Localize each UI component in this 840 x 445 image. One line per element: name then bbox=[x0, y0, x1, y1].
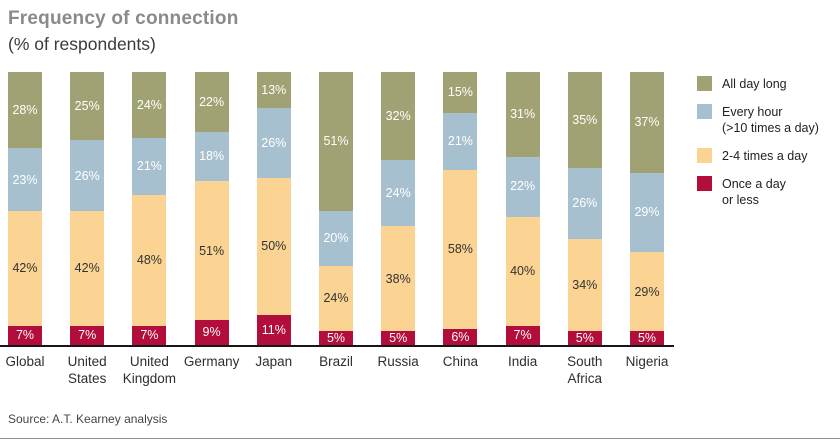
legend-label: Once a day or less bbox=[722, 177, 786, 207]
bar-segment-once-a-day-or-less: 5% bbox=[319, 331, 353, 345]
bar-segment-every-hour-10-times-a-day-: 20% bbox=[319, 211, 353, 266]
bar-segment-once-a-day-or-less: 5% bbox=[381, 331, 416, 345]
bar-segment-all-day-long: 24% bbox=[132, 72, 167, 138]
chart-subtitle: (% of respondents) bbox=[8, 34, 156, 54]
bar-segment-once-a-day-or-less: 7% bbox=[505, 325, 540, 345]
category-label-india: India bbox=[507, 354, 538, 369]
bar-russia: 32% 24% 38% 5% bbox=[381, 72, 416, 345]
bar-global: 28% 23% 42% 7% bbox=[8, 72, 42, 345]
legend-swatch-icon bbox=[697, 76, 712, 91]
category-label-brazil: Brazil bbox=[319, 354, 353, 369]
legend-swatch-icon bbox=[697, 148, 712, 163]
bar-segment-once-a-day-or-less: 11% bbox=[256, 314, 291, 345]
bar-segment-once-a-day-or-less: 7% bbox=[8, 325, 42, 345]
bar-segment-every-hour-10-times-a-day-: 26% bbox=[70, 140, 105, 212]
category-label-united-kingdom: United Kingdom bbox=[122, 354, 177, 386]
bar-india: 31% 22% 40% 7% bbox=[505, 72, 540, 345]
chart-legend: All day long Every hour (>10 times a day) 2… bbox=[697, 76, 819, 208]
bar-united-kingdom: 24% 21% 48% 7% bbox=[132, 72, 167, 345]
bar-segment-every-hour-10-times-a-day-: 22% bbox=[505, 156, 540, 217]
bar-segment-2-4-times-a-day: 34% bbox=[567, 238, 602, 332]
bar-brazil: 51% 20% 24% 5% bbox=[319, 72, 353, 345]
bar-segment-all-day-long: 22% bbox=[194, 72, 229, 133]
category-label-south-africa: South Africa bbox=[567, 354, 603, 386]
bar-segment-all-day-long: 13% bbox=[256, 72, 291, 108]
bar-segment-every-hour-10-times-a-day-: 24% bbox=[381, 160, 416, 227]
bar-segment-2-4-times-a-day: 50% bbox=[256, 178, 291, 315]
bar-segment-every-hour-10-times-a-day-: 26% bbox=[256, 107, 291, 179]
x-axis-line bbox=[0, 345, 674, 347]
bar-segment-all-day-long: 31% bbox=[505, 72, 540, 157]
bar-segment-once-a-day-or-less: 5% bbox=[630, 331, 664, 345]
bar-segment-every-hour-10-times-a-day-: 18% bbox=[194, 132, 229, 182]
bar-germany: 22% 18% 51% 9% bbox=[194, 72, 229, 345]
bar-segment-all-day-long: 25% bbox=[70, 72, 105, 141]
category-label-china: China bbox=[442, 354, 479, 369]
bar-segment-every-hour-10-times-a-day-: 21% bbox=[132, 137, 167, 195]
bar-segment-once-a-day-or-less: 7% bbox=[70, 325, 105, 345]
legend-item-once-a-day-or-less: Once a day or less bbox=[697, 176, 819, 208]
legend-item-every-hour-10-times-a-day-: Every hour (>10 times a day) bbox=[697, 104, 819, 136]
bar-segment-2-4-times-a-day: 48% bbox=[132, 194, 167, 326]
category-label-global: Global bbox=[5, 354, 45, 369]
bar-segment-every-hour-10-times-a-day-: 29% bbox=[630, 173, 664, 253]
bar-segment-once-a-day-or-less: 9% bbox=[194, 320, 229, 345]
bar-segment-all-day-long: 28% bbox=[8, 72, 42, 149]
category-label-germany: Germany bbox=[183, 354, 240, 369]
bar-japan: 13% 26% 50% 11% bbox=[256, 72, 291, 345]
category-label-united-states: United States bbox=[67, 354, 107, 386]
legend-swatch-icon bbox=[697, 104, 712, 119]
bar-segment-2-4-times-a-day: 24% bbox=[319, 265, 353, 332]
legend-label: Every hour (>10 times a day) bbox=[722, 105, 819, 135]
bar-segment-every-hour-10-times-a-day-: 23% bbox=[8, 148, 42, 212]
bar-segment-all-day-long: 37% bbox=[630, 72, 664, 174]
chart-header: Frequency of connection (% of respondent… bbox=[8, 8, 239, 55]
bar-segment-once-a-day-or-less: 7% bbox=[132, 325, 167, 345]
bar-segment-2-4-times-a-day: 40% bbox=[505, 216, 540, 326]
bar-segment-all-day-long: 51% bbox=[319, 72, 353, 212]
bar-segment-once-a-day-or-less: 5% bbox=[567, 331, 602, 345]
bar-segment-2-4-times-a-day: 42% bbox=[8, 211, 42, 326]
bar-segment-every-hour-10-times-a-day-: 26% bbox=[567, 167, 602, 239]
category-label-russia: Russia bbox=[377, 354, 419, 369]
bar-segment-all-day-long: 32% bbox=[381, 72, 416, 161]
legend-swatch-icon bbox=[697, 176, 712, 191]
legend-item-all-day-long: All day long bbox=[697, 76, 819, 92]
bar-segment-2-4-times-a-day: 51% bbox=[194, 181, 229, 321]
bar-segment-2-4-times-a-day: 58% bbox=[443, 170, 478, 329]
bar-segment-once-a-day-or-less: 6% bbox=[443, 328, 478, 345]
bar-segment-2-4-times-a-day: 42% bbox=[70, 211, 105, 326]
category-label-japan: Japan bbox=[255, 354, 293, 369]
category-label-nigeria: Nigeria bbox=[625, 354, 669, 369]
legend-label: 2-4 times a day bbox=[722, 149, 808, 163]
bar-south-africa: 35% 26% 34% 5% bbox=[567, 72, 602, 345]
source-note: Source: A.T. Kearney analysis bbox=[8, 412, 168, 426]
bar-united-states: 25% 26% 42% 7% bbox=[70, 72, 105, 345]
bar-segment-2-4-times-a-day: 29% bbox=[630, 252, 664, 332]
bar-nigeria: 37% 29% 29% 5% bbox=[630, 72, 664, 345]
bar-segment-every-hour-10-times-a-day-: 21% bbox=[443, 112, 478, 171]
bar-segment-all-day-long: 35% bbox=[567, 72, 602, 168]
legend-label: All day long bbox=[722, 77, 787, 91]
chart-title: Frequency of connection bbox=[8, 8, 239, 29]
bar-segment-all-day-long: 15% bbox=[443, 72, 478, 113]
bar-china: 15% 21% 58% 6% bbox=[443, 72, 478, 345]
bar-segment-2-4-times-a-day: 38% bbox=[381, 226, 416, 332]
stacked-bar-chart: 28% 23% 42% 7% 25% 26% 42% 7% 24% 21% 48% 7% 22% 18% 5… bbox=[0, 72, 674, 345]
footer-rule bbox=[0, 438, 840, 439]
legend-item-2-4-times-a-day: 2-4 times a day bbox=[697, 148, 819, 164]
